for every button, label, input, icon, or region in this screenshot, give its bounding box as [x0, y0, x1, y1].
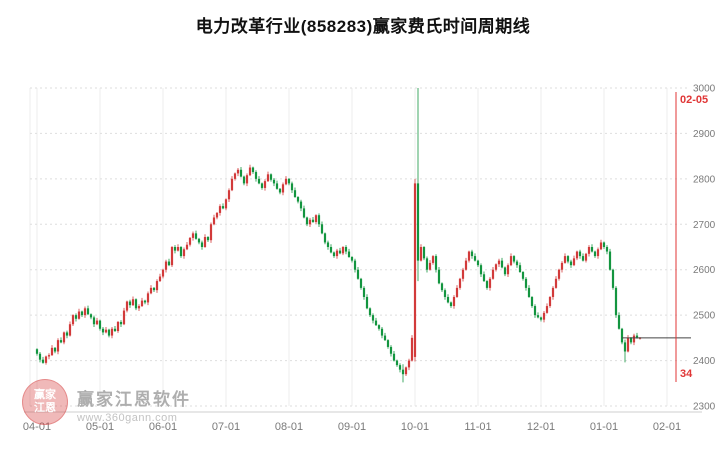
y-axis-labels: 2300 2400 2500 2600 2700 2800 2900 3000 — [693, 84, 716, 413]
svg-text:11-01: 11-01 — [464, 421, 491, 433]
brand-logo-text-top: 赢家 — [34, 389, 56, 402]
svg-text:12-01: 12-01 — [527, 421, 555, 433]
svg-text:2400: 2400 — [693, 356, 716, 367]
brand-logo-text-bottom: 江恩 — [34, 402, 56, 414]
svg-text:2600: 2600 — [693, 265, 716, 276]
svg-text:09-01: 09-01 — [338, 421, 366, 433]
svg-text:02-01: 02-01 — [653, 421, 681, 433]
svg-text:2700: 2700 — [693, 220, 716, 231]
watermark: 赢家 江恩 赢家江恩软件 www.360gann.com — [22, 379, 191, 425]
svg-text:2800: 2800 — [693, 174, 716, 185]
svg-text:2500: 2500 — [693, 311, 716, 322]
chart-title: 电力改革行业(858283)赢家费氏时间周期线 — [195, 17, 531, 36]
svg-text:3000: 3000 — [693, 84, 716, 95]
svg-text:07-01: 07-01 — [212, 421, 240, 433]
brand-name: 赢家江恩软件 — [77, 390, 191, 409]
svg-text:2900: 2900 — [693, 129, 716, 140]
svg-text:10-01: 10-01 — [401, 421, 429, 433]
x-axis-labels: 04-01 05-01 06-01 07-01 08-01 09-01 10-01 11-01… — [23, 421, 681, 433]
svg-text:08-01: 08-01 — [275, 421, 303, 433]
candles — [35, 88, 642, 383]
svg-text:05-01: 05-01 — [86, 421, 114, 433]
svg-text:2300: 2300 — [693, 402, 716, 413]
watermark-text: 赢家江恩软件 www.360gann.com — [77, 379, 191, 424]
svg-text:01-01: 01-01 — [590, 421, 618, 433]
brand-logo-icon: 赢家 江恩 — [22, 379, 68, 425]
horizontal-grid-lines — [30, 87, 690, 407]
fib-time-cycle-line: 02-05 34 — [675, 92, 708, 382]
vertical-grid-lines — [29, 88, 668, 406]
cycle-count-label: 34 — [680, 368, 693, 380]
brand-url: www.360gann.com — [77, 412, 178, 424]
cycle-date-label: 02-05 — [680, 94, 708, 106]
svg-text:06-01: 06-01 — [149, 421, 177, 433]
